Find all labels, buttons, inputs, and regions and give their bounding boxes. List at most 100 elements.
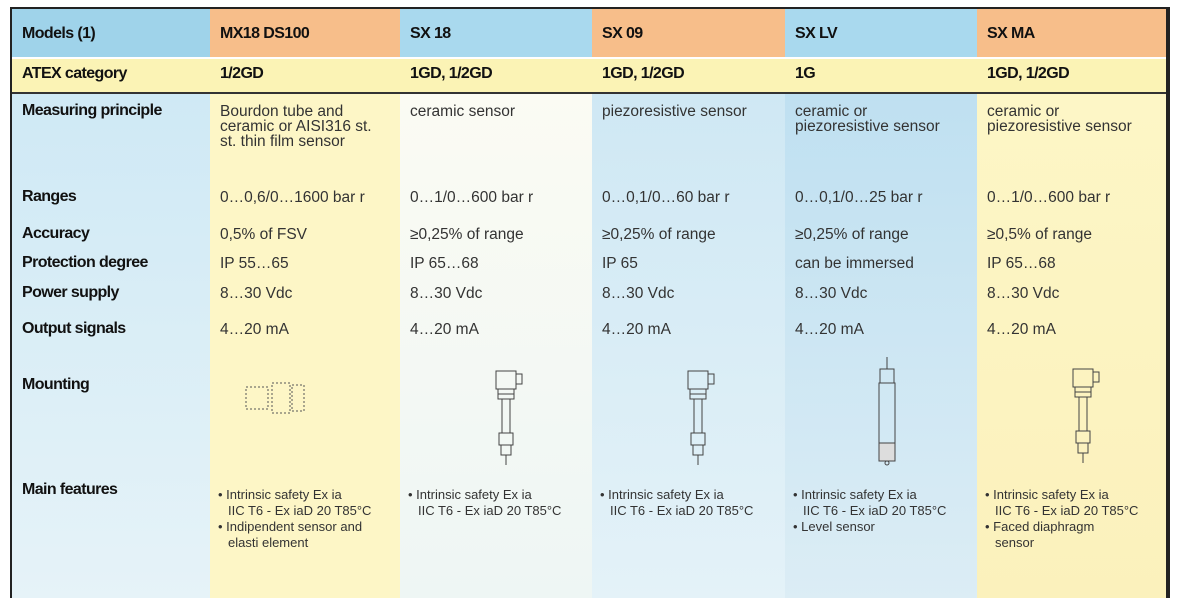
cell-line: IP 65 (602, 255, 638, 272)
cell-line: 0…1/0…600 bar r (410, 189, 534, 206)
cell: 4…20 mA (410, 321, 479, 338)
cell: ≥0,25% of range (410, 227, 524, 243)
mounting-icon (1072, 368, 1100, 464)
cell: Bourdon tube and ceramic or AISI316 st. st… (220, 103, 372, 150)
cell-line: Bourdon tube and (220, 103, 344, 120)
cell: 0…0,6/0…1600 bar r (220, 189, 365, 206)
row-label: Output signals (22, 320, 126, 337)
feature-line: IIC T6 - Ex iaD 20 T85°C (995, 503, 1139, 518)
cell: 4…20 mA (987, 321, 1056, 338)
header-bg (12, 9, 210, 57)
feature-line: IIC T6 - Ex iaD 20 T85°C (228, 503, 372, 518)
cell-line: piezoresistive sensor (795, 118, 940, 135)
feature-line: IIC T6 - Ex iaD 20 T85°C (803, 503, 947, 518)
cell: IP 55…65 (220, 255, 289, 272)
atex-bg (977, 59, 1166, 92)
cell-line: IP 65…68 (987, 255, 1056, 272)
cell: 0,5% of FSV (220, 226, 308, 243)
cell: 4…20 mA (220, 321, 289, 338)
column-bg (977, 94, 1166, 598)
row-label: Protection degree (22, 254, 148, 271)
atex-cell: 1GD, 1/2GD (602, 65, 685, 82)
cell: 0…1/0…600 bar r (987, 189, 1111, 206)
cell-line: 4…20 mA (795, 321, 864, 338)
header-cell: SX LV (795, 25, 838, 42)
cell-line: 4…20 mA (410, 321, 479, 338)
atex-bg (592, 59, 785, 92)
atex-bg (785, 59, 977, 92)
cell-line: 0,5% of FSV (220, 226, 308, 243)
atex-bg (12, 59, 210, 92)
feature-line: • Level sensor (793, 519, 875, 534)
cell-line: ceramic or AISI316 st. (220, 118, 372, 135)
feature-line: • Intrinsic safety Ex ia (600, 487, 724, 502)
mounting-icon (245, 382, 305, 414)
feature-line: IIC T6 - Ex iaD 20 T85°C (610, 503, 754, 518)
feature-line: • Indipendent sensor and (218, 519, 363, 534)
row-label: Ranges (22, 188, 77, 205)
column-bg (400, 94, 592, 598)
cell-line: 4…20 mA (987, 321, 1056, 338)
cell: 4…20 mA (602, 321, 671, 338)
cell-line: 0…0,6/0…1600 bar r (220, 189, 365, 206)
row-label: Measuring principle (22, 102, 162, 119)
cell: can be immersed (795, 255, 914, 272)
feature-list: • Intrinsic safety Ex ia IIC T6 - Ex iaD … (218, 487, 371, 551)
column-bg (785, 94, 977, 598)
row-label: Main features (22, 481, 118, 498)
header-cell: SX 09 (602, 25, 643, 42)
row-label: Power supply (22, 284, 119, 301)
cell-line: can be immersed (795, 255, 914, 272)
cell-line: ≥0,25% of range (795, 226, 909, 243)
cell: 4…20 mA (795, 321, 864, 338)
cell: 0…0,1/0…25 bar r (795, 189, 923, 206)
cell-line: IP 55…65 (220, 255, 289, 272)
column-bg (210, 94, 400, 598)
feature-line: • Intrinsic safety Ex ia (408, 487, 532, 502)
header-bg (592, 9, 785, 57)
feature-list: • Intrinsic safety Ex ia IIC T6 - Ex iaD … (408, 487, 561, 519)
cell-line: ceramic or (987, 103, 1060, 120)
header-cell: Models (1) (22, 25, 96, 42)
header-cell: SX MA (987, 25, 1035, 42)
cell: ceramic or piezoresistive sensor (987, 103, 1132, 135)
cell: piezoresistive sensor (602, 103, 747, 120)
cell-line: 8…30 Vdc (220, 285, 293, 302)
atex-bg (210, 59, 400, 92)
cell: ceramic sensor (410, 104, 515, 120)
row-rule (12, 57, 1166, 59)
atex-bg (400, 59, 592, 92)
mounting-icon (687, 370, 715, 466)
header-bg (400, 9, 592, 57)
cell: 8…30 Vdc (795, 286, 867, 302)
cell-line: ceramic or (795, 103, 868, 120)
cell-line: ≥0,25% of range (602, 226, 716, 243)
atex-cell: 1G (795, 65, 816, 82)
feature-list: • Intrinsic safety Ex ia IIC T6 - Ex iaD … (600, 487, 753, 519)
cell: IP 65…68 (987, 255, 1056, 272)
cell-line: 8…30 Vdc (602, 285, 675, 302)
cell: 0…1/0…600 bar r (410, 189, 534, 206)
cell: IP 65 (602, 255, 638, 272)
row-rule (12, 92, 1166, 94)
atex-cell: 1/2GD (220, 65, 264, 82)
cell-line: 4…20 mA (602, 321, 671, 338)
cell-line: 4…20 mA (220, 321, 289, 338)
cell-line: st. thin film sensor (220, 133, 345, 150)
header-cell: MX18 DS100 (220, 25, 310, 42)
column-bg (592, 94, 785, 598)
cell: ceramic or piezoresistive sensor (795, 103, 940, 135)
cell: ≥0,25% of range (795, 226, 909, 243)
atex-cell: 1GD, 1/2GD (987, 65, 1070, 82)
cell-line: 0…1/0…600 bar r (987, 189, 1111, 206)
feature-line: elasti element (228, 535, 309, 550)
cell-line: piezoresistive sensor (602, 103, 747, 120)
feature-line: • Intrinsic safety Ex ia (985, 487, 1109, 502)
cell: 0…0,1/0…60 bar r (602, 189, 730, 206)
column-bg (12, 94, 210, 598)
cell: 8…30 Vdc (220, 285, 293, 302)
cell-line: 0…0,1/0…25 bar r (795, 189, 923, 206)
cell-line: 0…0,1/0…60 bar r (602, 189, 730, 206)
cell-line: 8…30 Vdc (410, 285, 483, 302)
